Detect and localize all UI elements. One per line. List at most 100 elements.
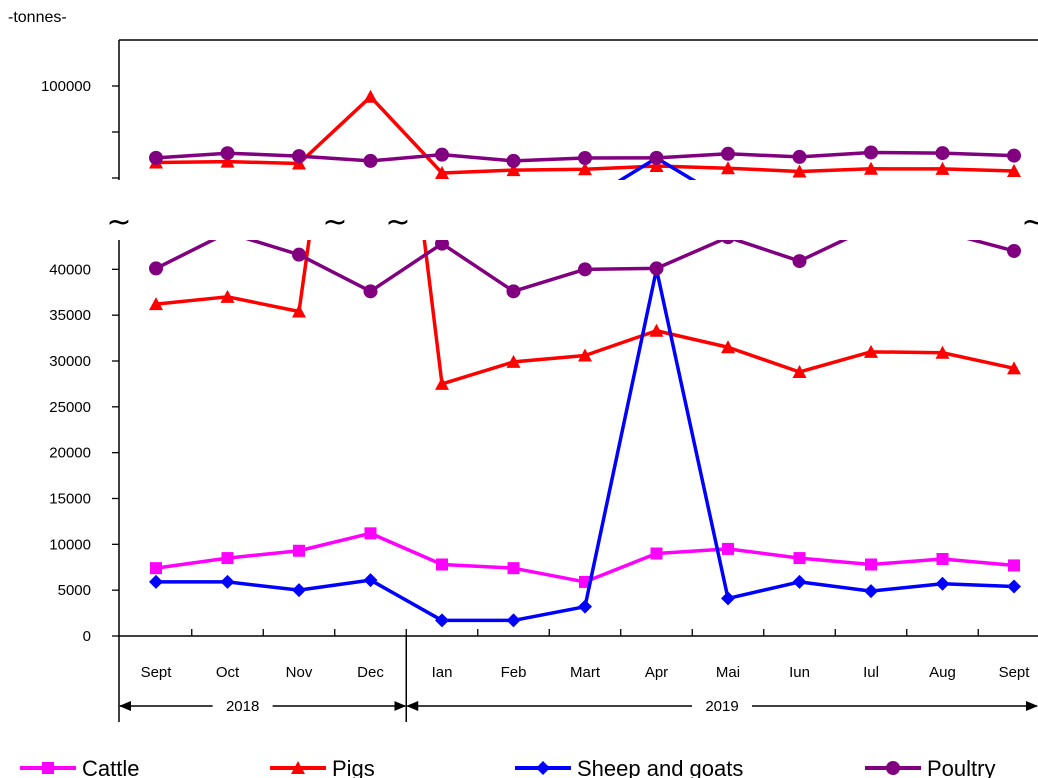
data-point-upper-poultry [1007, 149, 1021, 163]
data-point-cattle [365, 527, 377, 539]
data-point-upper-cattle [365, 187, 377, 199]
x-tick-label-nov: Nov [286, 664, 313, 681]
y-axis-ticks: 0500010000150002000025000300003500040000… [41, 78, 119, 645]
y-tick-label: 35000 [49, 307, 91, 324]
data-point-cattle [865, 558, 877, 570]
data-point-upper-cattle [651, 189, 663, 201]
series-line-cattle [156, 533, 1014, 582]
data-point-sheep-and-goats [507, 613, 521, 627]
data-point-upper-poultry [864, 145, 878, 159]
y-tick-label: 5000 [58, 582, 91, 599]
y-tick-label: 15000 [49, 490, 91, 507]
x-tick-label-iun: Iun [789, 664, 810, 681]
unit-label: -tonnes- [8, 9, 67, 26]
x-tick-label-feb: Feb [501, 664, 527, 681]
data-point-upper-sheep-and-goats [292, 193, 306, 207]
legend-label-cattle: Cattle [82, 756, 139, 778]
data-point-poultry [221, 226, 235, 240]
data-point-sheep-and-goats [864, 584, 878, 598]
data-point-sheep-and-goats [292, 583, 306, 597]
axis-break-mark: ~ [385, 205, 410, 240]
x-tick-label-sept: Sept [141, 664, 173, 681]
data-point-upper-poultry [364, 154, 378, 168]
x-tick-label-dec: Dec [357, 664, 384, 681]
data-point-cattle [794, 552, 806, 564]
legend-swatch-marker-poultry [886, 761, 900, 775]
data-point-sheep-and-goats [435, 613, 449, 627]
y-tick-label-upper: 100000 [41, 78, 91, 95]
data-point-cattle [222, 552, 234, 564]
data-point-upper-pigs [364, 90, 378, 103]
data-point-sheep-and-goats [149, 575, 163, 589]
y-tick-label: 10000 [49, 536, 91, 553]
x-axis-ticks: Sept Oct Nov Dec Ian Feb Mart Apr Mai Iun Iul Aug Se… [141, 629, 1031, 681]
x-tick-label-aug: Aug [929, 664, 956, 681]
data-point-sheep-and-goats [936, 577, 950, 591]
data-point-sheep-and-goats [721, 591, 735, 605]
y-tick-label: 20000 [49, 445, 91, 462]
series-lower-panel [149, 0, 1021, 627]
data-point-poultry [292, 248, 306, 262]
data-point-cattle [436, 558, 448, 570]
data-point-cattle [508, 562, 520, 574]
series-line-pigs [156, 0, 1014, 384]
data-point-upper-sheep-and-goats [364, 192, 378, 206]
data-point-upper-sheep-and-goats [221, 192, 235, 206]
data-point-upper-poultry [292, 149, 306, 163]
data-point-upper-sheep-and-goats [721, 194, 735, 208]
data-point-sheep-and-goats [221, 575, 235, 589]
legend: Cattle Pigs Sheep and goats Poultry [20, 756, 995, 778]
data-point-upper-cattle [508, 191, 520, 203]
data-point-upper-cattle [293, 189, 305, 201]
axis-break-mark: ~ [106, 205, 131, 240]
data-point-upper-sheep-and-goats [507, 197, 521, 211]
data-point-sheep-and-goats [1007, 579, 1021, 593]
data-point-poultry [793, 254, 807, 268]
data-point-poultry [435, 237, 449, 251]
data-point-poultry [721, 230, 735, 244]
x-tick-label-sept: Sept [999, 664, 1031, 681]
data-point-upper-poultry [721, 147, 735, 161]
data-point-upper-poultry [793, 150, 807, 164]
data-point-cattle [1008, 559, 1020, 571]
y-tick-label: 0 [83, 628, 91, 645]
data-point-upper-sheep-and-goats [864, 193, 878, 207]
data-point-cattle [293, 545, 305, 557]
legend-swatch-marker-sheep-and-goats [536, 761, 550, 775]
x-tick-label-apr: Apr [645, 664, 668, 681]
data-point-sheep-and-goats [578, 600, 592, 614]
axes [119, 40, 1038, 722]
data-point-cattle [722, 543, 734, 555]
legend-label-pigs: Pigs [332, 756, 375, 778]
year-label-2018: 2018 [226, 698, 259, 715]
data-point-upper-poultry [936, 146, 950, 160]
series-line-poultry [156, 227, 1014, 291]
data-point-poultry [936, 225, 950, 239]
data-point-poultry [1007, 244, 1021, 258]
axis-break-mark: ~ [322, 205, 347, 240]
data-point-upper-poultry [149, 151, 163, 165]
data-point-poultry [507, 284, 521, 298]
data-point-upper-poultry [578, 151, 592, 165]
data-point-cattle [651, 547, 663, 559]
year-groups: 2018 2019 [120, 698, 1037, 715]
x-tick-label-mai: Mai [716, 664, 740, 681]
data-point-upper-cattle [579, 193, 591, 205]
data-point-poultry [650, 261, 664, 275]
data-point-cattle [150, 562, 162, 574]
data-point-upper-poultry [650, 151, 664, 165]
data-point-sheep-and-goats [364, 573, 378, 587]
x-tick-label-iul: Iul [863, 664, 879, 681]
legend-label-poultry: Poultry [927, 756, 995, 778]
data-point-upper-poultry [507, 154, 521, 168]
data-point-cattle [937, 553, 949, 565]
data-point-poultry [864, 220, 878, 234]
data-point-upper-poultry [221, 146, 235, 160]
data-point-upper-poultry [435, 148, 449, 162]
year-label-2019: 2019 [705, 698, 738, 715]
data-point-poultry [578, 262, 592, 276]
data-point-upper-sheep-and-goats [793, 192, 807, 206]
data-point-sheep-and-goats [793, 575, 807, 589]
data-point-upper-sheep-and-goats [435, 197, 449, 211]
data-point-upper-cattle [1008, 191, 1020, 203]
